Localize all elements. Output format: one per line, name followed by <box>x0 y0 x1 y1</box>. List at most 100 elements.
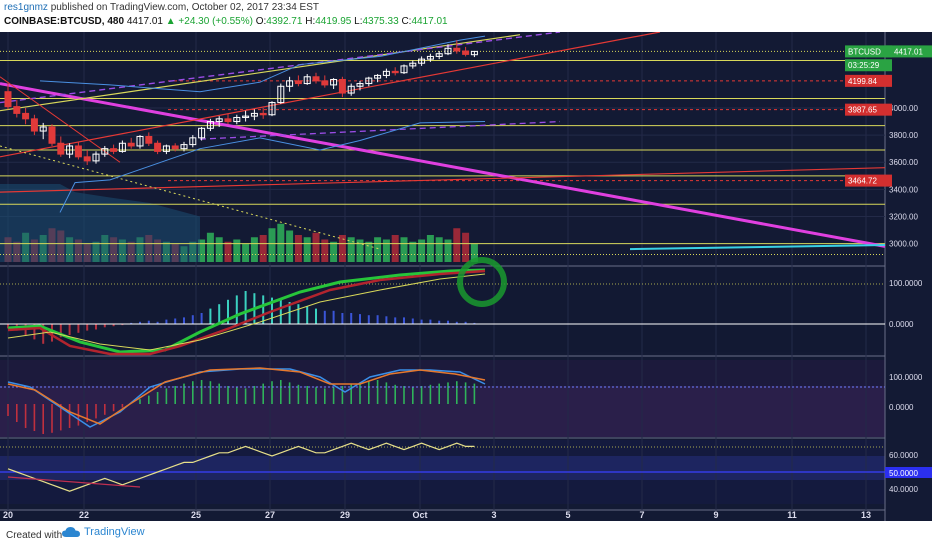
volume-bar <box>347 237 355 262</box>
macd-line-red <box>7 269 486 356</box>
volume-bar <box>303 237 311 262</box>
rsi-level-box <box>885 467 932 478</box>
price-label: 4199.84 <box>848 77 877 86</box>
volume-bar <box>330 241 338 262</box>
footer: Created with TradingView <box>0 521 932 550</box>
chart-area[interactable]: 20 22 25 27 29 Oct 3 5 7 9 11 13 3000.00 3200.00 3400.… <box>0 31 932 521</box>
candle-body <box>127 142 135 147</box>
stoch-tick: 0.0000 <box>889 403 914 412</box>
rsi-line <box>7 442 475 492</box>
candle-body <box>154 142 162 152</box>
author-link[interactable]: res1gnmz <box>4 2 48 13</box>
candle-body <box>453 47 461 52</box>
descending-trendline <box>0 82 886 248</box>
price-tick: 3400.00 <box>889 185 918 194</box>
publish-info: res1gnmz published on TradingView.com, O… <box>4 2 319 13</box>
candle-body <box>145 135 153 144</box>
volume-bar <box>418 239 426 262</box>
price-tick: 3800.00 <box>889 131 918 140</box>
candle-body <box>110 148 118 152</box>
chart-header: res1gnmz published on TradingView.com, O… <box>0 0 932 32</box>
time-tick: 5 <box>565 510 570 520</box>
candle-body <box>330 78 338 86</box>
macd-pane <box>0 268 885 352</box>
price-change: ▲ +24.30 (+0.55%) <box>165 16 253 27</box>
open-label: O: <box>255 16 267 27</box>
volume-bar <box>365 241 373 262</box>
volume-bar <box>400 237 408 262</box>
stoch-tick: 100.0000 <box>889 373 923 382</box>
candle-body <box>277 85 285 104</box>
stoch-d-line <box>7 367 486 425</box>
candle-body <box>171 145 179 150</box>
volume-bar <box>444 239 452 262</box>
candle-body <box>215 118 223 123</box>
price-label-box <box>845 59 892 72</box>
volume-bar <box>233 239 241 262</box>
candle-body <box>39 126 47 132</box>
candle-body <box>242 115 250 118</box>
candle-body <box>224 118 232 123</box>
candle-body <box>444 47 452 55</box>
price-label-box <box>845 103 892 116</box>
volume-bar <box>374 237 382 262</box>
created-with-text: Created with <box>6 530 63 541</box>
candle-body <box>347 85 355 94</box>
price-label: BTCUSD <box>848 47 881 56</box>
candle-body <box>321 80 329 86</box>
candle-body <box>101 148 109 155</box>
price-label-box <box>845 74 892 87</box>
price-label-box <box>845 174 892 187</box>
candle-body <box>338 78 346 94</box>
time-tick: 25 <box>191 510 201 520</box>
volume-bar <box>294 235 302 262</box>
candle-body <box>400 65 408 74</box>
candle-body <box>233 116 241 123</box>
stoch-band <box>0 386 885 437</box>
price-label: 3987.65 <box>848 106 877 115</box>
close-label: C: <box>401 16 412 27</box>
macd-signal-line <box>7 273 486 351</box>
time-tick: 3 <box>491 510 496 520</box>
price-label: 3464.72 <box>848 177 877 186</box>
candle-body <box>206 121 214 129</box>
candle-body <box>250 112 258 117</box>
macd-tick: 100.0000 <box>889 279 923 288</box>
candle-body <box>74 145 82 158</box>
purple-dashed-upper <box>0 31 561 104</box>
price-tick: 3000.00 <box>889 240 918 249</box>
published-text: published on TradingView.com, October 02… <box>50 2 320 13</box>
volume-bar <box>391 235 399 262</box>
bollinger-lower <box>59 121 486 213</box>
candle-body <box>435 53 443 57</box>
tradingview-brand: TradingView <box>84 526 145 538</box>
chart-canvas[interactable]: 20 22 25 27 29 Oct 3 5 7 9 11 13 3000.00 3200.00 3400.… <box>0 31 932 521</box>
volume-area <box>0 183 200 262</box>
time-tick: 27 <box>265 510 275 520</box>
volume-bar <box>224 241 232 262</box>
candle-body <box>4 91 12 108</box>
last-price: 4417.01 <box>126 16 163 27</box>
candle-body <box>391 70 399 74</box>
time-tick: 20 <box>3 510 13 520</box>
ascending-yellow-line <box>0 34 521 112</box>
close-value: 4417.01 <box>411 16 448 27</box>
candle-body <box>312 76 320 82</box>
open-value: 4392.71 <box>266 16 303 27</box>
volume-bar <box>409 241 417 262</box>
high-value: 4419.95 <box>315 16 352 27</box>
price-label-value: 4417.01 <box>894 47 923 56</box>
candle-body <box>286 80 294 87</box>
highlight-circle <box>457 257 507 307</box>
candle-body <box>30 118 38 132</box>
volume-bar <box>453 228 461 262</box>
candle-body <box>22 112 30 120</box>
candle-body <box>48 126 56 144</box>
candle-body <box>83 156 91 162</box>
tradingview-logo[interactable]: TradingView <box>62 526 145 538</box>
candle-body <box>462 50 470 55</box>
red-descending-line <box>0 76 121 163</box>
time-tick: 13 <box>861 510 871 520</box>
candle-body <box>409 62 417 67</box>
symbol-info: COINBASE:BTCUSD, 480 4417.01 ▲ +24.30 (+… <box>4 16 448 27</box>
